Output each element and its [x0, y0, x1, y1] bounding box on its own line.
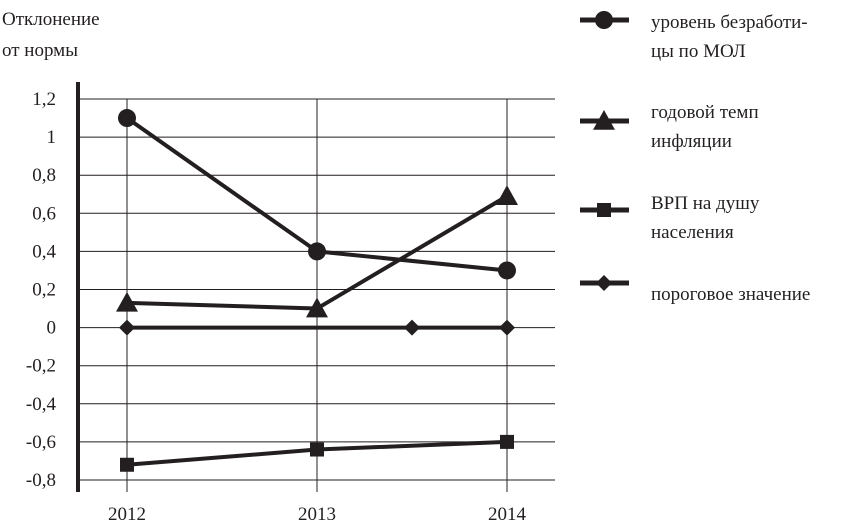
y-tick-label: -0,4: [26, 394, 57, 415]
legend-swatch-marker-threshold: [596, 275, 612, 291]
legend-label-unemployment-line-2: цы по МОЛ: [651, 41, 746, 62]
data-point-unemployment: [498, 261, 516, 280]
legend-label-grp-line-2: населения: [651, 222, 734, 243]
legend-label-grp-line-1: ВРП на душу: [651, 193, 760, 214]
legend-label-threshold-line-1: пороговое значение: [651, 284, 811, 305]
y-tick-label: 1: [47, 127, 57, 148]
data-point-unemployment: [308, 242, 326, 261]
legend-swatch-marker-inflation: [593, 110, 615, 130]
x-tick-label: 2013: [298, 504, 336, 525]
legend-label-inflation-line-1: годовой темп: [651, 102, 759, 123]
data-point-threshold: [499, 319, 515, 336]
legend-swatch-marker-grp: [597, 203, 611, 217]
x-tick-label: 2012: [108, 504, 146, 525]
y-axis-title-line-2: от нормы: [2, 40, 78, 61]
legend-label-unemployment: уровень безработи- цы по МОЛ: [651, 8, 851, 66]
y-axis-title: Отклонение от нормы: [2, 4, 100, 66]
y-tick-label: 0,4: [32, 241, 56, 262]
y-tick-label: 0,8: [32, 165, 56, 186]
y-tick-label: -0,2: [26, 356, 56, 377]
data-point-grp: [120, 457, 134, 472]
legend-label-grp: ВРП на душу населения: [651, 189, 851, 247]
y-tick-label: 1,2: [32, 89, 56, 110]
legend-label-unemployment-line-1: уровень безработи-: [651, 12, 808, 33]
data-point-unemployment: [118, 109, 136, 128]
legend-swatch-marker-unemployment: [595, 11, 613, 29]
x-tick-label: 2014: [488, 504, 527, 525]
data-point-grp: [500, 434, 514, 449]
y-tick-label: -0,8: [26, 470, 56, 491]
y-tick-label: 0,2: [32, 280, 56, 301]
data-point-inflation: [306, 297, 328, 318]
data-point-threshold: [119, 319, 135, 336]
y-tick-label: -0,6: [26, 432, 56, 453]
data-point-grp: [310, 442, 324, 457]
legend-label-inflation-line-2: инфляции: [651, 131, 732, 152]
data-point-threshold: [404, 319, 420, 336]
y-axis-title-line-1: Отклонение: [2, 9, 100, 30]
y-tick-label: 0,6: [32, 203, 56, 224]
y-tick-label: 0: [47, 318, 57, 339]
legend-label-threshold: пороговое значение: [651, 280, 851, 309]
legend-label-inflation: годовой темп инфляции: [651, 98, 851, 156]
data-point-inflation: [496, 185, 518, 205]
data-point-inflation: [116, 291, 138, 312]
